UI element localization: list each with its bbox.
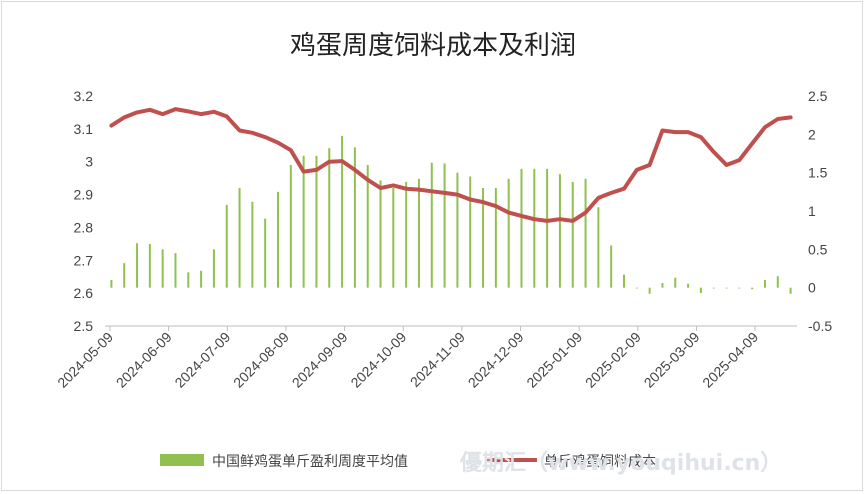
bar bbox=[635, 287, 638, 289]
left-tick-label: 2.8 bbox=[74, 219, 94, 235]
bar bbox=[161, 249, 164, 288]
bar bbox=[264, 218, 267, 288]
left-tick-label: 3 bbox=[85, 154, 93, 170]
right-tick-label: 2.5 bbox=[808, 88, 828, 104]
bar bbox=[277, 191, 279, 288]
bar bbox=[533, 168, 536, 288]
bar bbox=[341, 135, 344, 288]
bar bbox=[366, 165, 369, 288]
bar bbox=[443, 163, 446, 288]
bar bbox=[315, 155, 318, 288]
bar bbox=[546, 168, 549, 288]
bar bbox=[687, 283, 690, 288]
bar bbox=[674, 277, 677, 288]
chart-title: 鸡蛋周度饲料成本及利润 bbox=[290, 31, 576, 61]
bar bbox=[507, 178, 510, 288]
right-tick-label: 0.5 bbox=[808, 241, 828, 257]
right-tick-label: 0 bbox=[808, 280, 816, 296]
legend: 中国鲜鸡蛋单斤盈利周度平均值 单斤鸡蛋饲料成本 bbox=[160, 453, 656, 470]
right-tick-label: 1.5 bbox=[808, 165, 828, 181]
x-tick-label: 2024-10-09 bbox=[347, 329, 409, 391]
bar bbox=[763, 280, 766, 288]
bar bbox=[482, 188, 485, 288]
bar bbox=[776, 276, 779, 288]
x-axis-ticks: 2024-05-092024-06-092024-07-092024-08-09… bbox=[54, 326, 761, 391]
bar bbox=[302, 155, 305, 288]
legend-label-line: 单斤鸡蛋饲料成本 bbox=[544, 453, 656, 470]
bar bbox=[610, 245, 613, 288]
left-tick-label: 2.9 bbox=[74, 187, 94, 203]
bar bbox=[405, 181, 408, 288]
bar bbox=[200, 270, 203, 288]
bar bbox=[174, 253, 177, 288]
bar bbox=[558, 174, 561, 288]
bar bbox=[789, 287, 792, 294]
legend-label-bar: 中国鲜鸡蛋单斤盈利周度平均值 bbox=[212, 453, 408, 470]
bar bbox=[661, 283, 664, 288]
x-tick-label: 2025-04-09 bbox=[699, 329, 761, 391]
bar bbox=[648, 287, 651, 294]
bar bbox=[456, 172, 459, 288]
bar bbox=[584, 178, 587, 288]
x-tick-label: 2024-07-09 bbox=[171, 329, 233, 391]
left-tick-label: 3.1 bbox=[74, 121, 94, 137]
line-series bbox=[109, 107, 793, 223]
bar bbox=[110, 280, 113, 288]
bar bbox=[494, 188, 497, 288]
bar bbox=[251, 201, 254, 288]
x-tick-label: 2024-05-09 bbox=[54, 329, 116, 391]
right-axis-ticks: -0.5 0 0.5 1 1.5 2 2.5 bbox=[808, 88, 832, 334]
bar bbox=[430, 162, 433, 288]
bar bbox=[328, 148, 331, 288]
bar bbox=[136, 243, 139, 288]
bar bbox=[571, 181, 574, 288]
bar-series bbox=[110, 135, 792, 294]
x-tick-label: 2024-11-09 bbox=[407, 329, 468, 390]
x-tick-label: 2024-06-09 bbox=[113, 329, 175, 391]
bar bbox=[520, 168, 523, 288]
legend-swatch-bar bbox=[160, 454, 204, 466]
right-tick-label: 2 bbox=[808, 126, 816, 142]
bar bbox=[469, 176, 472, 288]
bar bbox=[187, 272, 190, 288]
bar bbox=[353, 147, 356, 288]
x-tick-label: 2024-09-09 bbox=[289, 329, 351, 391]
x-tick-label: 2025-02-09 bbox=[582, 329, 644, 391]
x-tick-label: 2025-01-09 bbox=[523, 329, 585, 391]
bar bbox=[623, 274, 625, 288]
bar bbox=[238, 188, 241, 288]
left-tick-label: 3.2 bbox=[74, 88, 94, 104]
bar bbox=[212, 249, 215, 288]
left-tick-label: 2.6 bbox=[74, 285, 94, 301]
bar bbox=[225, 204, 228, 288]
bar bbox=[712, 287, 715, 289]
left-tick-label: 2.5 bbox=[74, 318, 94, 334]
cost-line bbox=[109, 107, 793, 223]
x-tick-label: 2025-03-09 bbox=[641, 329, 703, 391]
x-tick-label: 2024-08-09 bbox=[230, 329, 292, 391]
bar bbox=[392, 188, 395, 288]
right-tick-label: 1 bbox=[808, 203, 816, 219]
bar bbox=[725, 287, 728, 289]
bar bbox=[597, 207, 600, 288]
bar bbox=[289, 165, 292, 288]
x-tick-label: 2024-12-09 bbox=[465, 329, 527, 391]
bar bbox=[417, 178, 420, 288]
bar bbox=[148, 243, 151, 288]
left-axis-ticks: 2.5 2.6 2.7 2.8 2.9 3 3.1 3.2 bbox=[74, 88, 94, 334]
bar bbox=[379, 180, 382, 288]
left-tick-label: 2.7 bbox=[74, 252, 94, 268]
bar bbox=[699, 287, 702, 294]
right-tick-label: -0.5 bbox=[808, 318, 832, 334]
bar bbox=[123, 263, 126, 288]
bar bbox=[738, 287, 741, 289]
bar bbox=[751, 287, 754, 290]
watermark: 優期汇（www.youqihui.cn） bbox=[459, 451, 782, 476]
